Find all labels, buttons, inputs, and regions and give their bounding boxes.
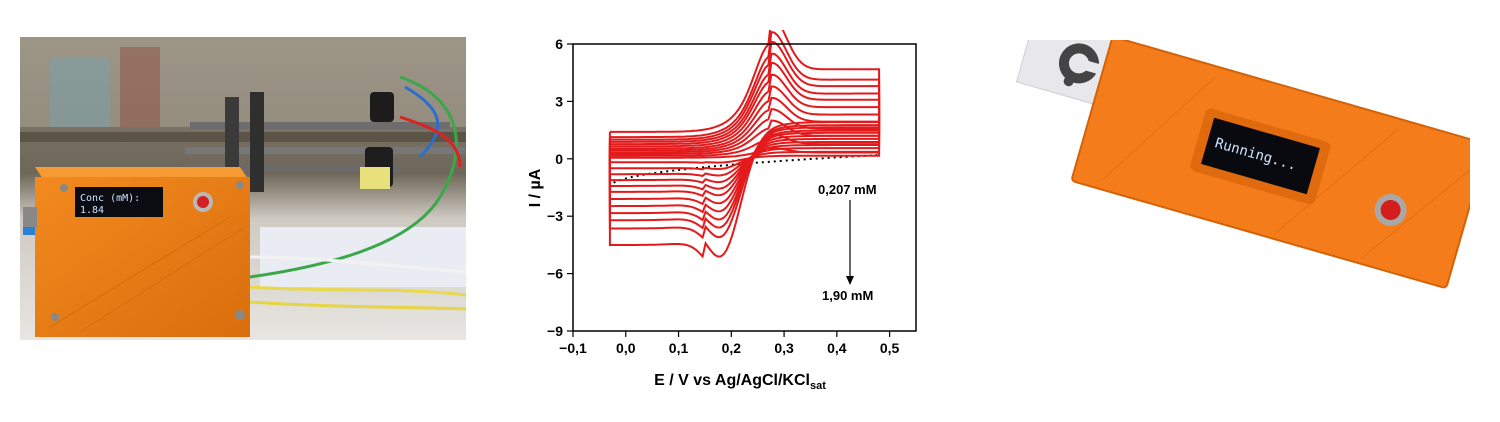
x-axis-title: E / V vs Ag/AgCl/KClsat [654, 372, 826, 392]
cv-series-line [608, 52, 881, 222]
x-tick-label: 0,5 [880, 340, 900, 356]
cv-series-line [608, 30, 881, 240]
plot-frame [572, 43, 917, 332]
y-axis-ticks: 6 3 0 −3 −6 −9 [547, 36, 573, 339]
potentiostat-box: Conc (mM): 1.84 [23, 167, 250, 337]
oled-line-2: 1.84 [80, 205, 104, 216]
oled-display [1200, 117, 1320, 195]
device-top-photo: Running... [950, 13, 1488, 370]
x-tick-label: 0,0 [616, 340, 636, 356]
cv-series-line [608, 119, 881, 177]
y-tick-label: −6 [547, 266, 563, 282]
oled-display [75, 187, 163, 217]
cv-series-line [608, 96, 881, 191]
x-tick-label: 0,2 [722, 340, 742, 356]
cv-series-line [608, 73, 881, 206]
x-tick-label: 0,1 [669, 340, 689, 356]
annotation-top: 0,207 mM [818, 182, 877, 197]
cv-series-line [608, 16, 881, 259]
x-tick-label: −0,1 [559, 340, 587, 356]
annotation-bottom: 1,90 mM [822, 288, 873, 303]
y-tick-label: −9 [547, 323, 563, 339]
y-axis-title: I / µA [527, 168, 544, 207]
cv-chart-svg: −0,1 0,0 0,1 0,2 0,3 0,4 0,5 6 3 0 −3 −6 −9 0,207 m… [527, 16, 917, 392]
x-tick-label: 0,3 [774, 340, 794, 356]
cv-series-line [608, 108, 881, 184]
device-enclosure: Running... [1071, 36, 1488, 289]
x-tick-label: 0,4 [827, 340, 847, 356]
cv-series-line [608, 40, 881, 230]
arrow-head [846, 276, 854, 285]
cv-series-line [608, 147, 881, 164]
y-tick-label: 6 [555, 36, 563, 52]
device-setup-photo: Conc (mM): 1.84 [20, 37, 467, 340]
y-tick-label: 0 [555, 151, 563, 167]
oled-line-1: Conc (mM): [80, 193, 140, 204]
y-tick-label: 3 [555, 93, 563, 109]
x-axis-ticks: −0,1 0,0 0,1 0,2 0,3 0,4 0,5 [559, 331, 900, 356]
electrode-cables [249, 75, 467, 311]
cv-series-line [608, 133, 881, 171]
cv-series-line [608, 61, 881, 214]
cv-series-line [608, 85, 881, 198]
y-tick-label: −3 [547, 208, 563, 224]
cv-chart: −0,1 0,0 0,1 0,2 0,3 0,4 0,5 6 3 0 −3 −6 −9 0,207 m… [510, 16, 930, 400]
cv-curves [608, 16, 881, 259]
